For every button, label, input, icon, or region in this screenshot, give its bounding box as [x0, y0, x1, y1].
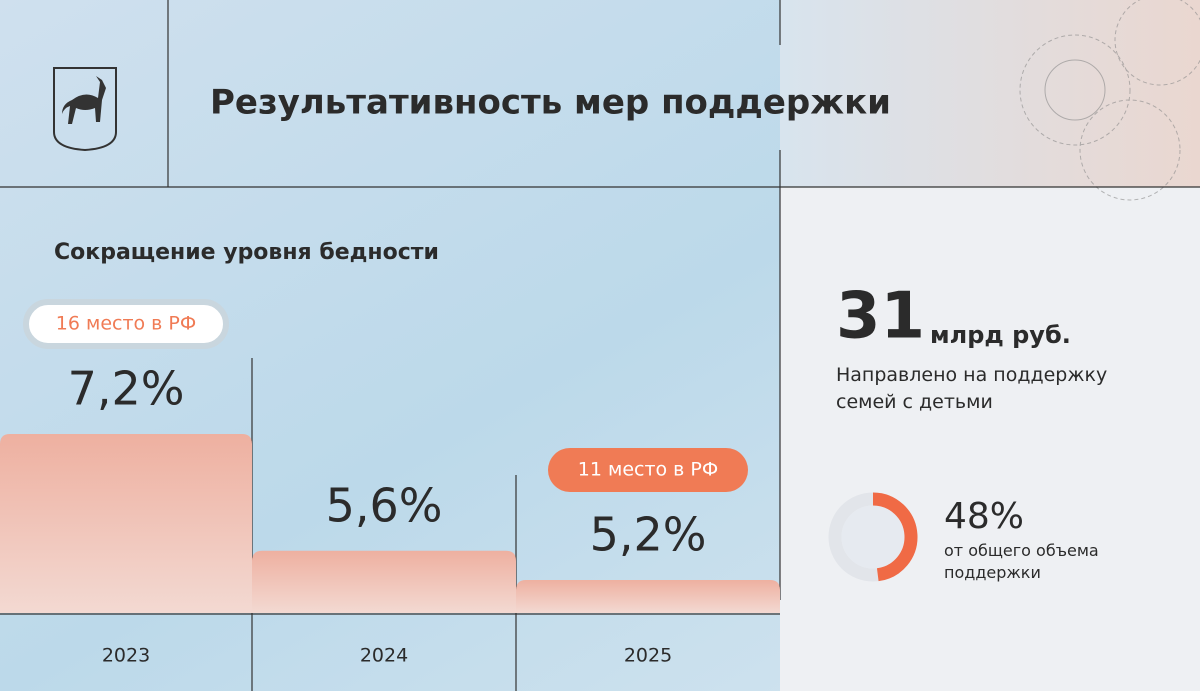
page-title: Результативность мер поддержки: [210, 83, 891, 123]
x-tick-label: 2025: [624, 645, 672, 667]
stat-caption: Направлено на поддержку семей с детьми: [836, 364, 1108, 413]
annotation-pill: [548, 448, 748, 492]
bar: [252, 550, 516, 613]
pie-slice: [872, 492, 918, 582]
pie-subtitle-box: от общего объема поддержки: [944, 541, 1099, 582]
side-panel: [780, 187, 1200, 691]
pie-subtitle: от общего объема поддержки: [944, 541, 1099, 582]
stat-value: 31: [836, 280, 925, 354]
stat-caption-box: Направлено на поддержку семей с детьми: [836, 364, 1108, 413]
pie-value-label: 48%: [944, 496, 1024, 537]
annotation-pill: [23, 299, 229, 349]
annotation: 11 место в РФ: [578, 459, 718, 481]
bar: [516, 580, 780, 613]
gears: [1019, 0, 1200, 201]
annotation: 16 место в РФ: [56, 313, 196, 335]
x-tick-label: 2023: [102, 645, 150, 667]
emblem: [53, 67, 117, 152]
x-tick-label: 2024: [360, 645, 408, 667]
bar: [0, 434, 252, 613]
pie-center: [841, 505, 905, 569]
chart-title: Сокращение уровня бедности: [54, 240, 439, 265]
value-label: 7,2%: [68, 362, 185, 416]
value-label: 5,6%: [326, 478, 443, 532]
stat-unit: млрд руб.: [930, 321, 1071, 349]
value-label: 5,2%: [590, 508, 707, 562]
